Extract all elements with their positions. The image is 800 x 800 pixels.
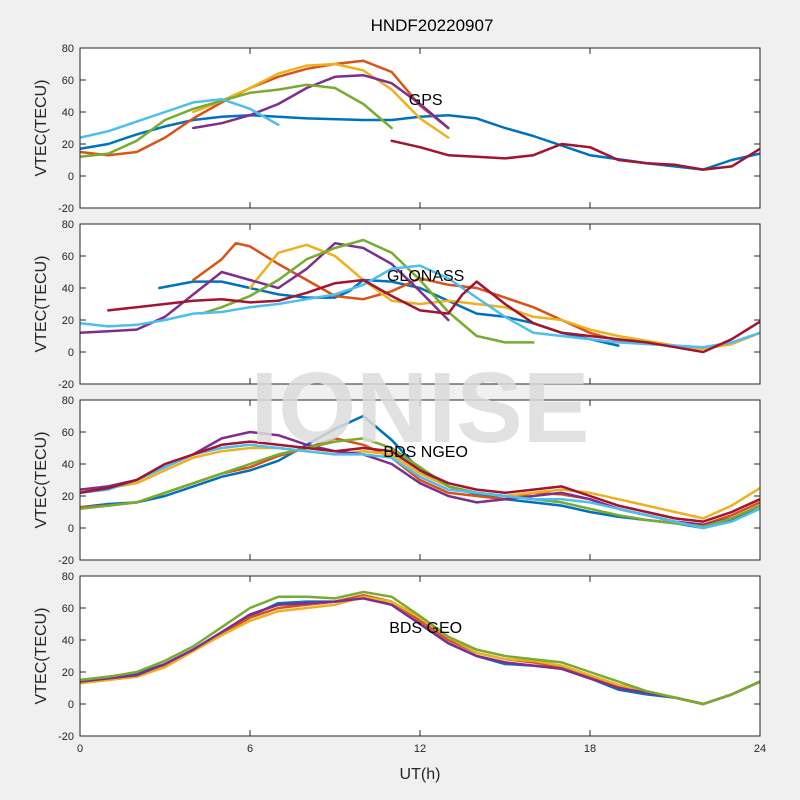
y-tick-label: 80 [62, 43, 74, 55]
x-tick-label: 24 [754, 743, 766, 755]
y-axis-label: VTEC(TECU) [33, 256, 50, 353]
series-line [80, 437, 760, 528]
panel-2: -20 0 20 40 60 80 VTEC(TECU) GLONASS [33, 219, 761, 391]
plot-area [80, 48, 760, 208]
y-axis-label: VTEC(TECU) [33, 432, 50, 529]
y-tick-label: 60 [62, 251, 74, 263]
series-line [390, 139, 760, 171]
series-group [80, 414, 760, 530]
y-tick-label: 80 [62, 571, 74, 583]
y-tick-label: 80 [62, 219, 74, 231]
series-line [80, 446, 760, 520]
series-group [80, 590, 760, 706]
y-tick-label: 20 [62, 491, 74, 503]
y-tick-label: 0 [68, 171, 74, 183]
series-line [192, 62, 450, 139]
y-tick-label: 60 [62, 75, 74, 87]
watermark: IONISE [251, 352, 590, 464]
series-group [80, 59, 760, 171]
y-tick-label: 80 [62, 395, 74, 407]
panel-annotation: GLONASS [387, 268, 464, 285]
y-tick-label: 40 [62, 635, 74, 647]
y-tick-label: -20 [58, 203, 74, 215]
series-line [107, 278, 760, 354]
y-tick-label: 0 [68, 347, 74, 359]
y-axis-label: VTEC(TECU) [33, 80, 50, 177]
y-tick-label: 40 [62, 283, 74, 295]
plot-area [80, 576, 760, 736]
y-tick-label: 0 [68, 699, 74, 711]
x-tick-label: 18 [584, 743, 596, 755]
series-line [80, 597, 760, 706]
panel-annotation: BDS NGEO [383, 444, 467, 461]
series-line [192, 73, 450, 130]
series-line [80, 264, 760, 349]
panel-3: -20 0 20 40 60 80 VTEC(TECU) BDS NGEO [33, 395, 761, 567]
y-tick-label: 60 [62, 427, 74, 439]
y-tick-label: 20 [62, 667, 74, 679]
x-tick-label: 12 [414, 743, 426, 755]
y-tick-label: -20 [58, 555, 74, 567]
y-tick-label: 40 [62, 459, 74, 471]
series-group [80, 238, 760, 354]
y-tick-label: 20 [62, 139, 74, 151]
y-tick-label: -20 [58, 731, 74, 743]
series-line [80, 241, 450, 335]
figure-title: HNDF20220907 [371, 16, 494, 35]
x-tick-label: 0 [77, 743, 83, 755]
series-line [80, 97, 280, 139]
series-line [80, 440, 760, 523]
y-tick-label: -20 [58, 379, 74, 391]
series-line [80, 83, 393, 159]
series-line [80, 59, 450, 157]
panel-annotation: GPS [409, 92, 443, 109]
panel-annotation: BDS GEO [389, 620, 462, 637]
y-tick-label: 20 [62, 315, 74, 327]
y-axis-label: VTEC(TECU) [33, 608, 50, 705]
x-tick-label: 6 [247, 743, 253, 755]
y-tick-label: 0 [68, 523, 74, 535]
x-axis-label: UT(h) [400, 766, 441, 783]
series-line [200, 238, 535, 344]
panel-1: -20 0 20 40 60 80 VTEC(TECU) GPS [33, 43, 761, 215]
series-line [80, 590, 760, 706]
y-tick-label: 40 [62, 107, 74, 119]
y-tick-label: 60 [62, 603, 74, 615]
